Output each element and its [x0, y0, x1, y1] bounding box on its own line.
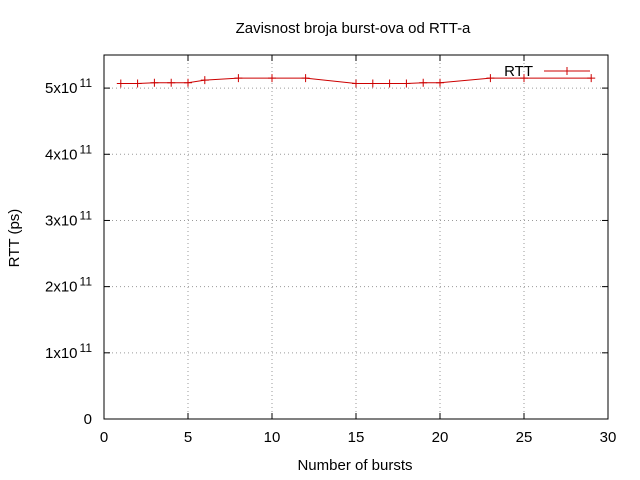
x-tick-label: 10 — [264, 429, 281, 446]
data-point — [116, 79, 125, 88]
legend-marker-rtt — [563, 67, 571, 75]
x-tick-label: 15 — [348, 429, 365, 446]
y-tick-label: 0 — [84, 411, 92, 428]
plot-frame — [103, 54, 609, 420]
data-point — [436, 78, 444, 87]
data-point — [402, 79, 411, 88]
y-tick-mantissa: 1x10 — [45, 345, 78, 362]
y-tick-exponent: 11 — [80, 142, 93, 156]
y-tick-label: 2x10 11 — [45, 275, 92, 296]
legend: RTT — [504, 63, 590, 80]
chart-title: Zavisnost broja burst-ova od RTT-a — [236, 20, 471, 37]
legend-label-rtt: RTT — [504, 63, 533, 80]
x-tick-label: 0 — [100, 429, 108, 446]
y-tick-exponent: 11 — [80, 341, 93, 355]
y-tick-mantissa: 3x10 — [45, 212, 78, 229]
series-layer — [116, 74, 596, 88]
data-point — [301, 74, 310, 83]
data-point — [234, 74, 243, 83]
data-point — [385, 79, 394, 88]
y-tick-label: 4x10 11 — [45, 142, 92, 163]
data-point — [352, 79, 360, 88]
data-point — [150, 78, 159, 87]
y-tick-mantissa: 2x10 — [45, 279, 78, 296]
data-point — [200, 76, 209, 85]
y-tick-mantissa: 5x10 — [45, 80, 78, 97]
x-tick-label: 5 — [184, 429, 192, 446]
data-point — [587, 74, 596, 83]
x-axis-ticks: 0 5 10 15 20 25 30 — [100, 55, 617, 446]
data-point — [268, 74, 276, 83]
data-point — [133, 79, 142, 88]
y-axis-label: RTT (ps) — [6, 209, 23, 268]
data-point — [419, 78, 428, 87]
grid-lines — [104, 55, 608, 419]
y-tick-mantissa: 4x10 — [45, 146, 78, 163]
data-point — [184, 78, 192, 87]
y-tick-exponent: 11 — [80, 208, 93, 222]
x-tick-label: 20 — [432, 429, 449, 446]
y-tick-mantissa: 0 — [84, 411, 92, 428]
y-tick-label: 1x10 11 — [45, 341, 92, 362]
y-tick-exponent: 11 — [80, 76, 93, 90]
data-point — [167, 78, 176, 87]
data-point — [520, 74, 528, 83]
x-axis-label: Number of bursts — [297, 457, 412, 474]
y-tick-label: 5x10 11 — [45, 76, 92, 97]
data-point — [486, 74, 495, 83]
y-tick-exponent: 11 — [80, 275, 93, 289]
x-tick-label: 25 — [516, 429, 533, 446]
data-point — [368, 79, 377, 88]
y-tick-label: 3x10 11 — [45, 208, 92, 229]
x-tick-label: 30 — [600, 429, 617, 446]
